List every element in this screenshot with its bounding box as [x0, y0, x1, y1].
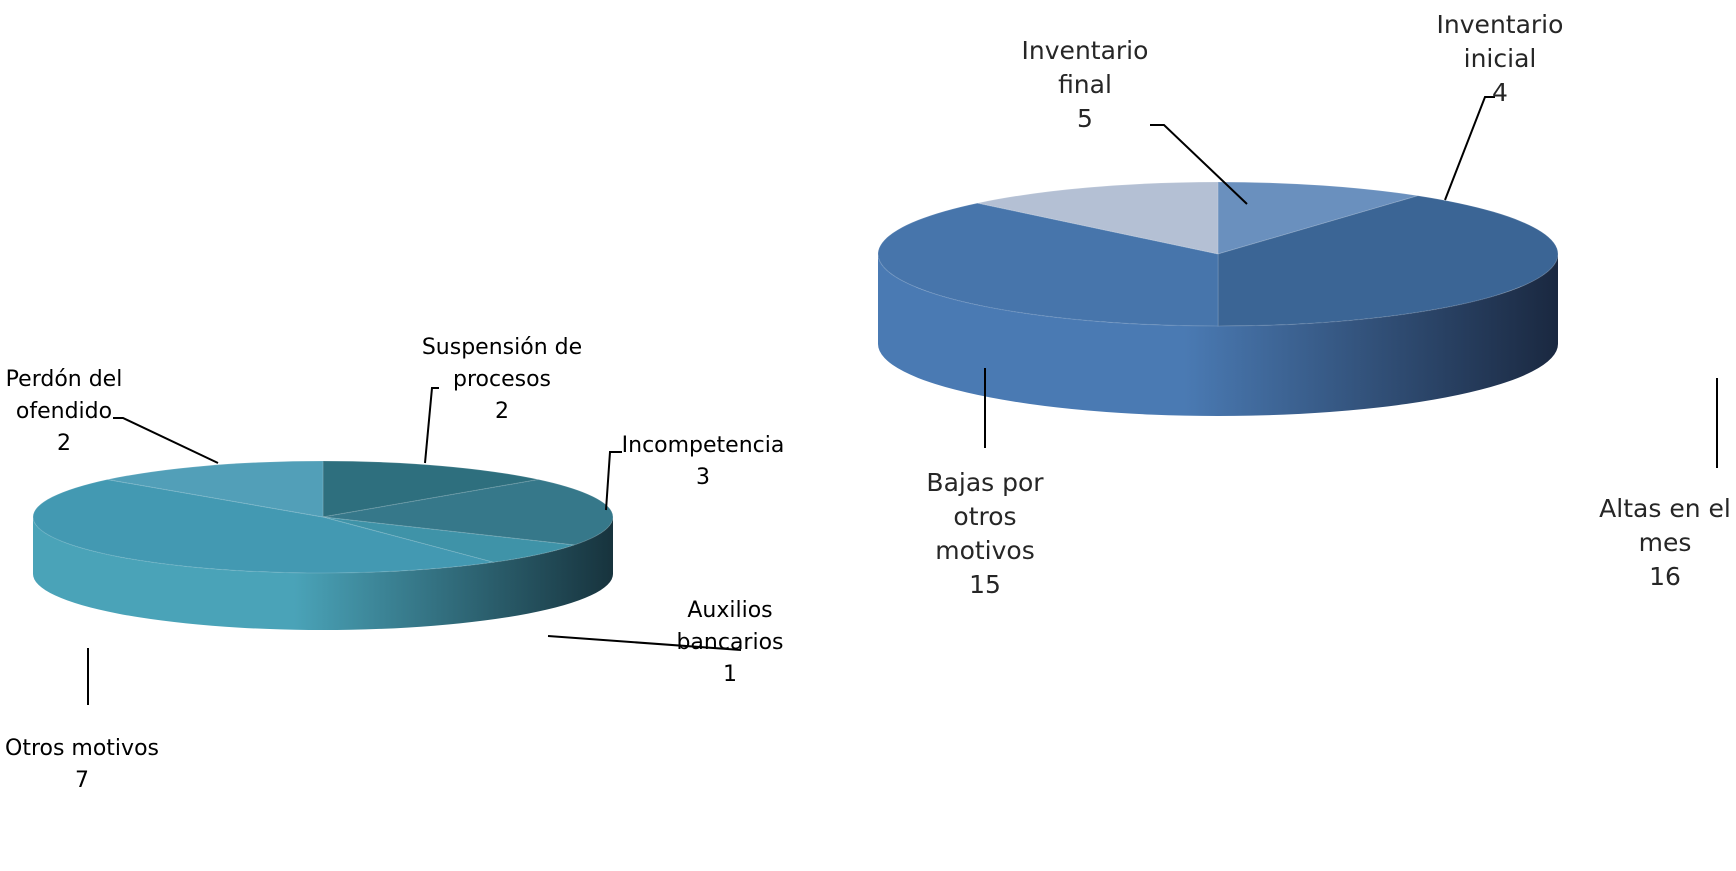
leader-line-inventario-inicial: [1444, 96, 1495, 201]
pie-slice-incompetencia: [322, 479, 614, 546]
data-label-line: Inventario: [1437, 10, 1564, 39]
data-label-line: Otros motivos: [5, 736, 159, 761]
pie-side-wall: [878, 254, 1558, 416]
data-label-line: procesos: [453, 367, 551, 392]
data-label-value: 3: [696, 465, 710, 490]
data-label-line: ofendido: [16, 399, 112, 424]
data-label-value: 2: [495, 399, 509, 424]
data-label-value: 5: [1077, 104, 1093, 133]
pie-slice-perdon-del-ofendido: [107, 460, 324, 518]
leader-line-auxilios-bancarios: [547, 635, 742, 651]
data-label-value: 16: [1649, 562, 1681, 591]
data-label-incompetencia: Incompetencia 3: [622, 433, 785, 490]
pie-slice-auxilios-bancarios: [322, 516, 575, 563]
pie-slice-altas-en-el-mes: [1217, 195, 1559, 327]
data-label-altas-en-el-mes: Altas en el mes 16: [1599, 494, 1731, 591]
data-label-value: 4: [1492, 78, 1508, 107]
data-label-line: motivos: [935, 536, 1035, 565]
leader-line-perdon-del-ofendido: [113, 417, 219, 464]
data-label-value: 2: [57, 431, 71, 456]
data-label-perdon-del-ofendido: Perdón del ofendido 2: [6, 367, 123, 456]
pie-slice-bajas-por-otros-motivos: [877, 202, 1219, 327]
data-label-line: Perdón del: [6, 367, 123, 392]
data-label-value: 7: [75, 768, 89, 793]
data-label-line: final: [1058, 70, 1112, 99]
data-label-line: Auxilios: [687, 598, 772, 623]
data-label-line: bancarios: [676, 630, 783, 655]
data-label-suspension-de-procesos: Suspensión de procesos 2: [422, 335, 582, 424]
data-label-otros-motivos: Otros motivos 7: [5, 736, 159, 793]
data-label-line: inicial: [1464, 44, 1537, 73]
data-label-line: Inventario: [1022, 36, 1149, 65]
data-label-bajas-por-otros-motivos: Bajas por otros motivos 15: [926, 468, 1044, 599]
data-label-line: Bajas por: [926, 468, 1044, 497]
pie-slice-otros-motivos: [32, 479, 494, 574]
data-label-line: Altas en el: [1599, 494, 1731, 523]
data-label-value: 1: [723, 662, 737, 687]
leader-line-incompetencia: [605, 451, 622, 511]
data-label-inventario-inicial: Inventario inicial 4: [1437, 10, 1564, 107]
pie-slice-inventario-final: [977, 181, 1219, 255]
data-label-line: otros: [953, 502, 1016, 531]
pie-side-wall: [33, 517, 613, 630]
pie-chart-left: Suspensión de procesos 2 Incompetencia 3 Auxi…: [5, 335, 784, 793]
data-label-line: Suspensión de: [422, 335, 582, 360]
data-label-inventario-final: Inventario final 5: [1022, 36, 1149, 133]
data-label-line: Incompetencia: [622, 433, 785, 458]
pie-slice-suspension-de-procesos: [322, 460, 539, 518]
pie-chart-right: Inventario inicial 4 Altas en el mes 16 Bajas …: [877, 10, 1731, 599]
pie-slice-inventario-inicial: [1217, 181, 1418, 255]
data-label-line: mes: [1639, 528, 1692, 557]
leader-line-suspension-de-procesos: [424, 387, 439, 464]
leader-line-inventario-final: [1150, 124, 1248, 205]
data-label-auxilios-bancarios: Auxilios bancarios 1: [676, 598, 783, 687]
data-label-value: 15: [969, 570, 1001, 599]
